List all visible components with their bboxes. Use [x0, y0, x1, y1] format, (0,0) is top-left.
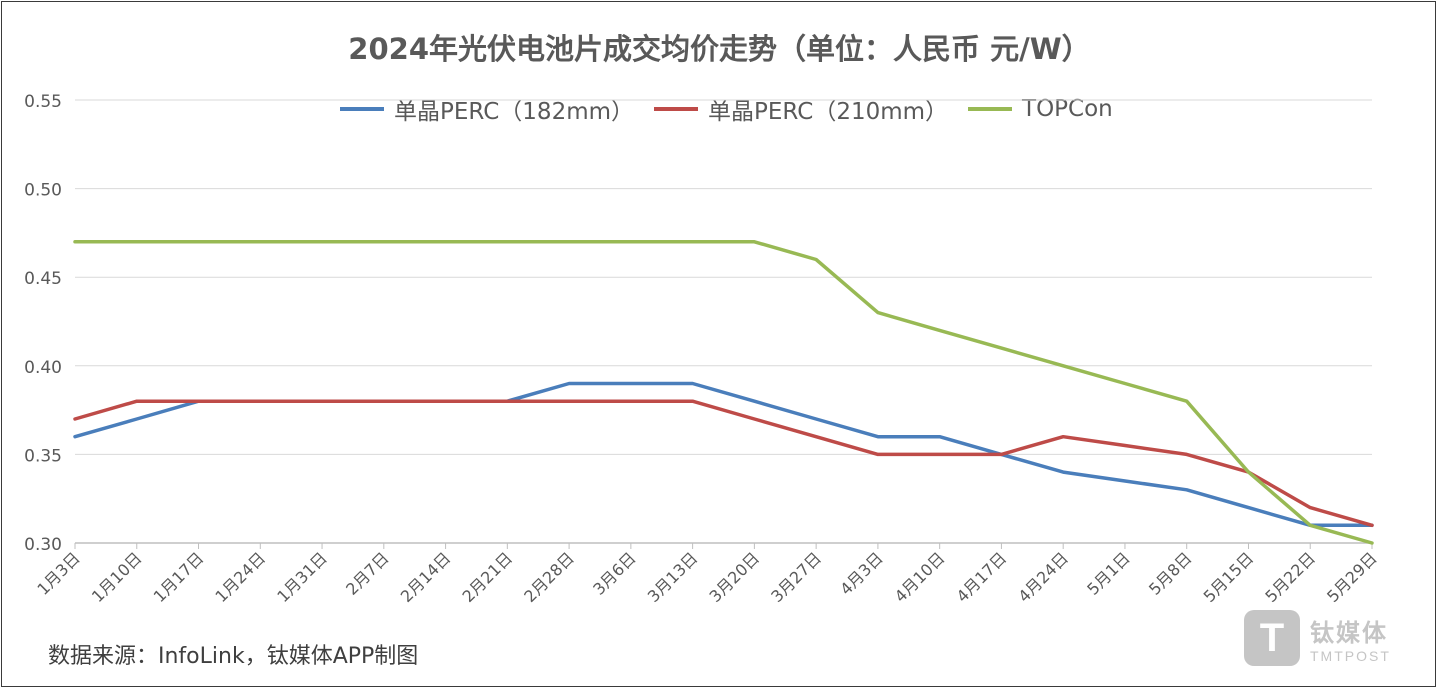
legend-swatch-topcon [968, 107, 1013, 111]
legend-item-perc-210: 单晶PERC（210mm） [654, 92, 948, 126]
legend-item-perc-182: 单晶PERC（182mm） [340, 92, 634, 126]
legend-swatch-perc-182 [340, 107, 384, 111]
x-tick-label: 4月10日 [891, 548, 949, 606]
x-tick-label: 2月7日 [342, 548, 392, 598]
x-tick-label: 5月1日 [1083, 548, 1133, 598]
x-tick-label: 3月20日 [706, 548, 764, 606]
x-tick-label: 1月31日 [273, 548, 331, 606]
chart-title: 2024年光伏电池片成交均价走势（单位：人民币 元/W） [348, 32, 1091, 66]
y-tick-label: 0.40 [24, 358, 62, 378]
x-tick-label: 1月24日 [211, 548, 269, 606]
legend-label-perc-210: 单晶PERC（210mm） [708, 99, 949, 125]
x-tick-label: 1月10日 [88, 548, 146, 606]
x-tick-label: 2月14日 [397, 548, 455, 606]
x-tick-label: 2月21日 [458, 548, 516, 606]
x-tick-label: 1月17日 [150, 548, 208, 606]
source-note: 数据来源：InfoLink，钛媒体APP制图 [48, 644, 419, 669]
y-tick-label: 0.50 [24, 181, 62, 201]
x-tick-label: 1月3日 [33, 548, 83, 598]
chart-legend: 单晶PERC（182mm） 单晶PERC（210mm） TOPCon [340, 92, 1113, 126]
watermark-text: 钛媒体 TMTPOST [1310, 613, 1391, 664]
x-tick-label: 5月29日 [1323, 548, 1381, 606]
legend-label-perc-182: 单晶PERC（182mm） [394, 99, 635, 125]
watermark-brand-en: TMTPOST [1310, 647, 1391, 664]
y-tick-label: 0.45 [24, 269, 62, 289]
x-tick-label: 3月6日 [589, 548, 639, 598]
watermark-brand-cn: 钛媒体 [1310, 618, 1388, 647]
series-line-2 [73, 240, 1374, 545]
x-tick-label: 5月15日 [1200, 548, 1258, 606]
y-tick-label: 0.30 [24, 535, 62, 555]
tmtpost-logo-icon: T [1244, 610, 1300, 666]
x-tick-label: 2月28日 [520, 548, 578, 606]
tmtpost-watermark: T 钛媒体 TMTPOST [1244, 610, 1391, 666]
x-tick-label: 3月13日 [644, 548, 702, 606]
x-tick-label: 3月27日 [767, 548, 825, 606]
x-tick-label: 5月22日 [1261, 548, 1319, 606]
y-tick-label: 0.55 [24, 92, 62, 112]
x-tick-label: 4月17日 [953, 548, 1011, 606]
y-tick-label: 0.35 [24, 446, 62, 466]
x-tick-label: 5月8日 [1145, 548, 1195, 598]
series-line-1 [73, 399, 1374, 528]
legend-swatch-perc-210 [654, 107, 699, 111]
x-tick-label: 4月3日 [836, 548, 886, 598]
x-tick-label: 4月24日 [1014, 548, 1072, 606]
